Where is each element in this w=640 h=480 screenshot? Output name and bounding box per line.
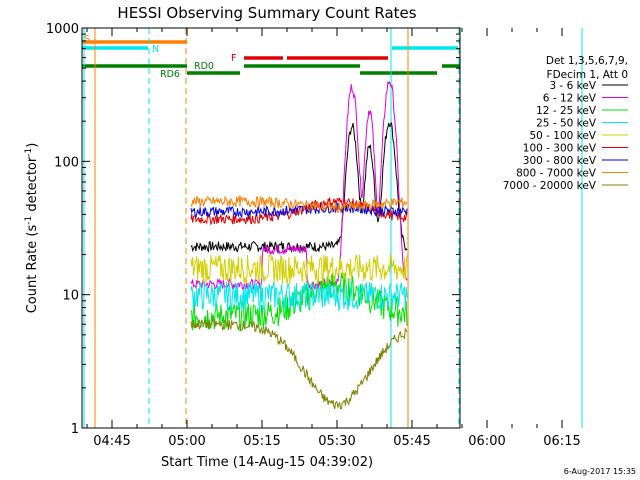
y-tick-label: 1000 [46,22,79,37]
plot-frame [81,27,461,429]
legend-entry: 6 - 12 keV [543,93,597,105]
flag-label-rd0: RD0 [194,61,214,72]
series-line [190,280,408,312]
x-tick-label: 06:00 [468,434,505,449]
chart-title: HESSI Observing Summary Count Rates [117,4,416,22]
footer-date: 6-Aug-2017 15:35 [564,467,636,476]
x-axis-label: Start Time (14-Aug-15 04:39:02) [161,455,373,470]
y-tick-label: 100 [54,155,79,170]
x-tick-label: 05:00 [168,434,205,449]
legend-entry: 12 - 25 keV [536,105,597,117]
y-tick-label: 1 [71,422,79,437]
x-tick-label: 05:15 [243,434,280,449]
legend: Det 1,3,5,6,7,9, FDecim 1, Att 0 3 - 6 k… [503,55,628,192]
series-line [190,253,408,285]
series-line [190,272,408,332]
y-axis-label: Count Rate (s-1 detector-1) [24,143,40,314]
y-tick-label: 10 [62,289,79,304]
legend-entry: 800 - 7000 keV [516,168,597,180]
legend-header-2: FDecim 1, Att 0 [547,69,628,81]
legend-entry: 3 - 6 keV [549,80,596,92]
legend-entry: 100 - 300 keV [523,143,597,155]
legend-entry: 300 - 800 keV [523,155,597,167]
x-axis: 04:45 05:00 05:15 05:30 05:45 06:00 06:15 [86,28,581,449]
flag-label-s: S [84,34,90,45]
observing-flags: S N F RD0 RD6 [82,34,460,80]
legend-entry: 7000 - 20000 keV [503,180,597,192]
x-tick-label: 05:30 [318,434,355,449]
event-markers [83,28,583,428]
flag-label-n: N [152,44,159,55]
series-line [190,194,408,214]
legend-header-1: Det 1,3,5,6,7,9, [546,55,628,67]
x-tick-label: 05:45 [393,434,430,449]
legend-entry: 50 - 100 keV [529,130,596,142]
flag-label-rd6: RD6 [160,69,180,80]
legend-entry: 25 - 50 keV [536,118,597,130]
series-line [190,318,408,410]
flag-label-f: F [231,53,236,64]
y-axis: 1 10 100 1000 [46,22,460,437]
x-tick-label: 04:45 [93,434,130,449]
series-line [190,201,408,219]
series-group [190,81,408,410]
x-tick-label: 06:15 [543,434,580,449]
